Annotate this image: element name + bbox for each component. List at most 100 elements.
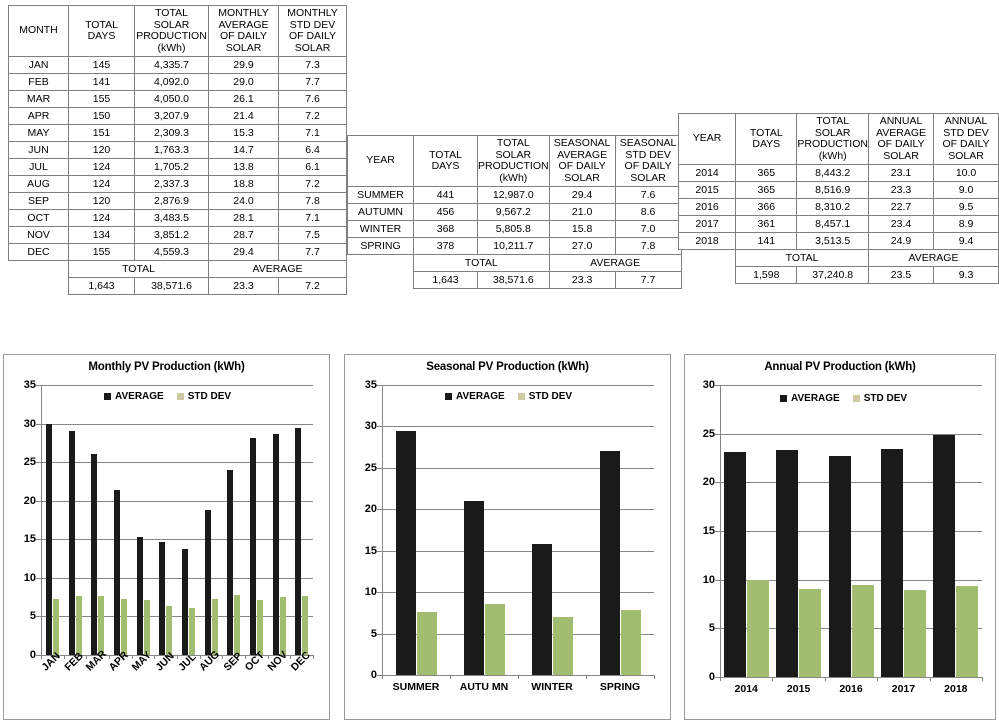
monthly-summary-table: MONTH TOTAL DAYS TOTAL SOLAR PRODUCTION (kWh) M… [8,4,347,296]
table-header-row: YEAR TOTAL DAYS TOTAL SOLAR PRODUCTION (kWh) SE… [347,134,682,188]
x-axis-tick-label: JAN [39,650,64,674]
column-header: YEAR [677,112,737,166]
chart-legend: AVERAGE STD DEV [780,393,907,404]
y-axis-tick-label: 30 [364,420,377,433]
annual-pv-production-chart: Annual PV Production (kWh) AVERAGE STD DEV… [684,354,996,720]
x-axis-tick-mark [450,675,451,679]
legend-label: AVERAGE [791,393,840,404]
table-cell: 2014 [677,164,737,183]
x-axis-tick-mark [86,655,88,659]
table-header-row: YEAR TOTAL DAYS TOTAL SOLAR PRODUCTION (kWh) AN… [677,112,999,166]
y-axis-tick-label: 30 [702,379,715,391]
bar [68,431,75,655]
summary-value: 1,643 [413,271,478,290]
column-header: TOTAL DAYS [413,134,478,188]
column-header-line: PRODUCTION [478,160,549,173]
gridline [382,467,654,469]
summary-value: 1,643 [68,277,135,296]
bar-group [154,385,177,655]
x-axis-tick-mark [267,655,269,659]
y-axis-tick-label: 10 [364,586,377,599]
y-axis-tick-mark [36,423,41,425]
table-cell: MAR [8,90,69,109]
y-axis-tick-mark [715,531,720,532]
summary-value: 7.7 [614,271,682,290]
spacer-cell [679,267,736,284]
table-cell: SPRING [347,237,414,256]
table-cell: 13.8 [208,158,279,177]
table-cell: 2,309.3 [134,124,209,143]
table-row: 2015 365 8,516.9 23.3 9.0 [677,181,999,200]
table-cell: 1,705.2 [134,158,209,177]
table-cell: 22.7 [867,198,935,217]
x-axis-tick-mark [877,677,879,681]
y-axis-tick-mark [36,462,41,464]
x-axis-ticks [720,677,983,681]
y-axis-tick-label: 15 [702,525,715,537]
x-axis-tick-mark [131,655,133,659]
column-header-line: SOLAR [948,149,984,162]
x-axis-tick-label: 2014 [734,683,758,695]
seasonal-pv-production-chart: Seasonal PV Production (kWh) AVERAGE STD D… [344,354,671,720]
column-header: TOTAL SOLAR PRODUCTION (kWh) [134,4,209,58]
table-cell: 24.0 [208,192,279,211]
column-header-line: STD DEV [289,18,336,31]
bar [746,579,769,677]
x-axis-tick-mark [772,677,774,681]
y-axis-tick-label: 0 [29,649,36,661]
x-axis-ticks [382,675,655,679]
bar [136,536,143,655]
column-header-line: OF DAILY [288,30,337,43]
table-cell: DEC [8,243,69,262]
y-axis-tick-mark [377,509,382,511]
gridline [382,385,654,386]
bar-group [268,385,291,655]
y-axis-tick-label: 15 [364,544,377,557]
legend-swatch-icon [445,393,452,400]
column-header-line: TOTAL [749,126,783,139]
chart-title: Monthly PV Production (kWh) [88,361,245,373]
column-header-line: (kWh) [157,41,186,54]
bar-group [132,385,155,655]
table-cell: 7.3 [278,56,347,75]
y-axis-tick-label: 25 [23,456,36,469]
y-axis-tick-label: 25 [702,427,715,440]
table-cell: 18.8 [208,175,279,194]
table-cell: 8.9 [933,215,999,234]
bar [181,548,188,655]
table-cell: 21.4 [208,107,279,126]
table-cell: 29.9 [208,56,279,75]
column-header: SEASONAL AVERAGE OF DAILY SOLAR [548,134,616,188]
table-cell: 441 [413,186,478,205]
x-axis-tick-label: JUL [176,650,199,674]
chart-legend: AVERAGE STD DEV [445,391,572,402]
summary-label: TOTAL [413,254,550,273]
gridline [382,592,654,594]
summary-label: AVERAGE [208,260,347,279]
gridline [720,579,982,581]
table-header-row: MONTH TOTAL DAYS TOTAL SOLAR PRODUCTION (kWh) M… [8,4,347,58]
bar [302,595,309,655]
legend-swatch-icon [104,393,111,400]
y-axis-tick-label: 0 [370,669,377,681]
table-cell: 2018 [677,232,737,251]
y-axis-tick-mark [36,539,41,541]
spacer-cell [9,278,69,295]
table-row: JUL 124 1,705.2 13.8 6.1 [8,158,347,177]
table-row: WINTER 368 5,805.8 15.8 7.0 [347,220,682,239]
gridline [720,628,982,630]
gridline [382,550,654,552]
summary-value-row: 1,598 37,240.8 23.5 9.3 [679,266,999,285]
spacer-cell [348,272,414,289]
column-header: TOTAL DAYS [68,4,135,58]
column-header-line: PRODUCTION [797,138,868,151]
legend-swatch-icon [517,393,525,400]
table-cell: 150 [68,107,135,126]
table-cell: AUG [8,175,69,194]
bar-group [382,385,450,675]
column-header: MONTHLY AVERAGE OF DAILY SOLAR [208,4,279,58]
table-cell: 1,763.3 [134,141,209,160]
table-cell: 8,516.9 [796,181,869,200]
seasonal-summary-table: YEAR TOTAL DAYS TOTAL SOLAR PRODUCTION (kWh) SE… [347,134,682,290]
bar-group [518,385,586,675]
